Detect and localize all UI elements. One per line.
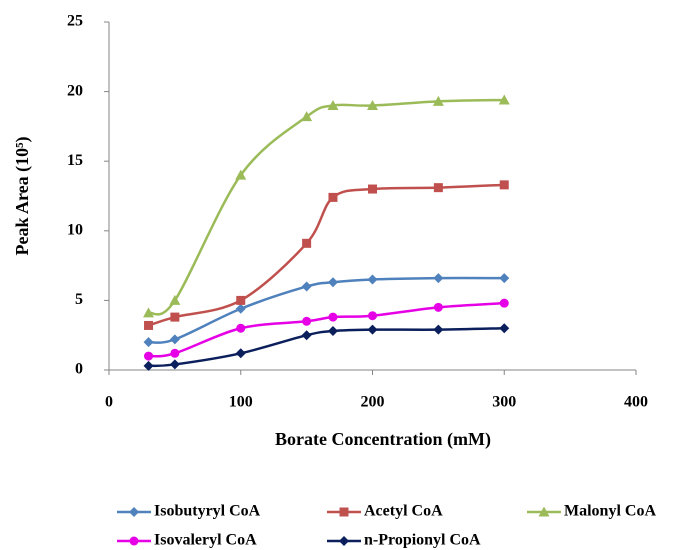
marker: [236, 323, 246, 333]
marker: [327, 100, 339, 111]
marker: [301, 281, 312, 292]
marker: [129, 536, 139, 546]
marker: [327, 277, 338, 288]
marker: [143, 337, 154, 348]
marker: [327, 326, 338, 337]
legend-label: Isobutyryl CoA: [154, 503, 261, 520]
y-tick-label: 15: [67, 152, 83, 169]
marker: [538, 506, 550, 517]
marker: [129, 507, 139, 517]
series-line: [148, 326, 505, 368]
marker: [499, 323, 510, 334]
marker: [144, 351, 154, 361]
marker: [433, 273, 444, 284]
marker: [498, 94, 510, 105]
x-tick-label: 400: [624, 394, 648, 411]
marker: [235, 348, 246, 359]
y-tick-label: 5: [75, 291, 83, 308]
marker: [367, 100, 378, 111]
y-axis-label: Peak Area (10⁵): [12, 136, 33, 255]
y-tick-label: 0: [75, 361, 83, 378]
y-tick-label: 10: [67, 221, 83, 238]
marker: [169, 334, 180, 345]
marker: [339, 507, 349, 517]
legend-label: Acetyl CoA: [364, 503, 443, 520]
x-tick-label: 0: [105, 394, 113, 411]
y-tick-label: 25: [67, 13, 83, 30]
legend-label: n-Propionyl CoA: [364, 532, 481, 549]
marker: [301, 330, 312, 341]
marker: [302, 238, 312, 248]
marker: [302, 316, 312, 326]
marker: [339, 536, 349, 546]
marker: [170, 348, 180, 358]
marker: [368, 184, 377, 194]
marker: [432, 95, 444, 106]
marker: [143, 307, 155, 318]
x-tick-label: 200: [361, 394, 385, 411]
x-tick-label: 300: [492, 394, 516, 411]
marker: [499, 298, 509, 308]
marker: [328, 192, 338, 202]
marker: [433, 302, 443, 312]
marker: [143, 360, 154, 371]
marker: [169, 359, 180, 370]
y-tick-label: 20: [67, 82, 83, 99]
marker: [235, 303, 246, 314]
marker: [433, 183, 443, 193]
marker: [367, 274, 378, 285]
marker: [169, 294, 181, 305]
marker: [499, 180, 509, 190]
marker: [368, 311, 377, 321]
marker: [367, 324, 378, 335]
x-axis-label: Borate Concentration (mM): [275, 429, 491, 450]
marker: [499, 273, 510, 284]
series-line: [148, 276, 505, 344]
marker: [144, 320, 154, 330]
marker: [170, 312, 180, 322]
series-line: [147, 98, 505, 316]
marker: [328, 312, 338, 322]
legend-label: Malonyl CoA: [564, 503, 656, 520]
legend-label: Isovaleryl CoA: [154, 532, 257, 549]
marker: [433, 324, 444, 335]
x-tick-label: 100: [229, 394, 253, 411]
marker: [236, 295, 246, 305]
series-line: [148, 183, 505, 327]
marker: [235, 169, 247, 180]
marker: [301, 111, 313, 122]
